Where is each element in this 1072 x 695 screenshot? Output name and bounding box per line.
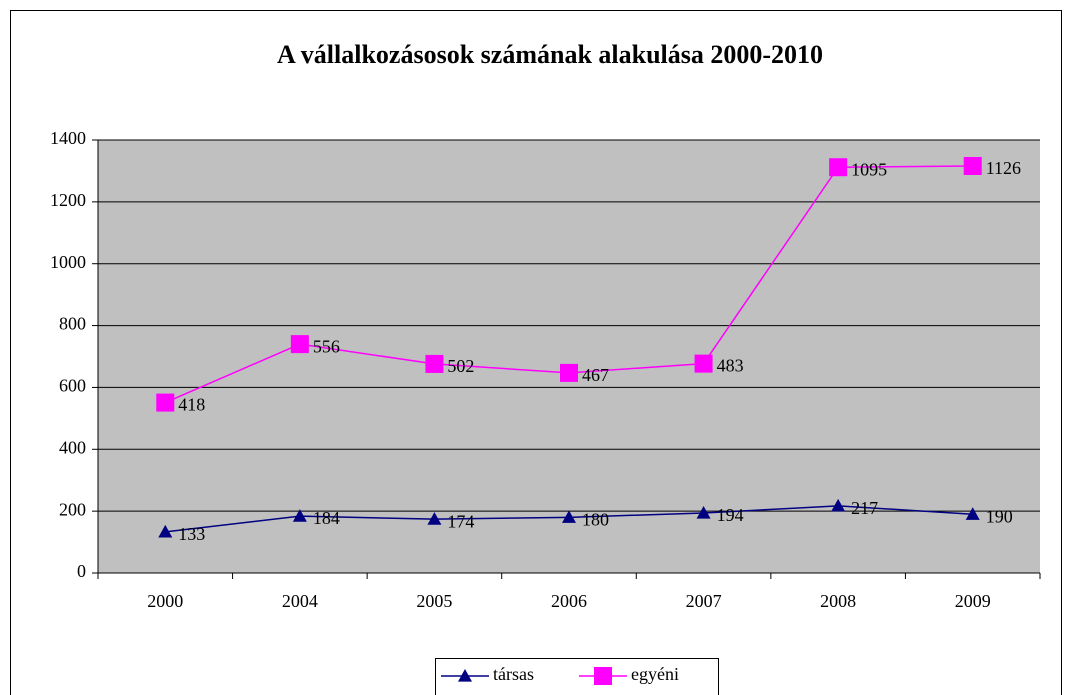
y-tick-label: 400 bbox=[59, 437, 86, 457]
x-tick-label: 2006 bbox=[551, 591, 587, 611]
chart-title: A vállalkozásosok számának alakulása 200… bbox=[277, 40, 823, 69]
marker bbox=[963, 156, 982, 175]
marker bbox=[427, 512, 442, 525]
marker bbox=[458, 669, 472, 682]
x-tick-label: 2005 bbox=[416, 591, 452, 611]
x-tick-label: 2008 bbox=[820, 591, 856, 611]
y-tick-label: 0 bbox=[77, 561, 86, 581]
x-tick-label: 2000 bbox=[147, 591, 183, 611]
data-label: 1095 bbox=[851, 159, 887, 179]
marker bbox=[425, 354, 444, 373]
y-tick-label: 800 bbox=[59, 314, 86, 334]
y-tick-label: 1200 bbox=[50, 190, 86, 210]
marker bbox=[156, 393, 175, 412]
marker bbox=[829, 158, 848, 177]
marker bbox=[831, 498, 846, 512]
data-label: 194 bbox=[717, 505, 744, 525]
y-tick-label: 1400 bbox=[50, 128, 86, 148]
data-label: 190 bbox=[986, 506, 1013, 526]
marker bbox=[158, 524, 173, 538]
marker bbox=[965, 507, 980, 520]
marker bbox=[560, 363, 578, 382]
x-tick-label: 2009 bbox=[955, 591, 991, 611]
data-label: 180 bbox=[582, 509, 609, 529]
y-tick-label: 600 bbox=[59, 376, 86, 396]
marker bbox=[696, 505, 711, 519]
data-label: 502 bbox=[447, 356, 474, 376]
data-label: 483 bbox=[717, 356, 744, 376]
legend-label: társas bbox=[493, 664, 534, 684]
data-label: 418 bbox=[178, 395, 205, 415]
marker bbox=[594, 667, 612, 685]
data-label: 556 bbox=[313, 336, 340, 356]
marker bbox=[694, 354, 713, 373]
data-label: 174 bbox=[447, 511, 474, 531]
x-tick-label: 2004 bbox=[282, 591, 318, 611]
data-label: 217 bbox=[851, 498, 878, 518]
plot-area bbox=[98, 140, 1040, 573]
marker bbox=[292, 509, 307, 522]
x-tick-label: 2007 bbox=[686, 591, 722, 611]
data-label: 184 bbox=[313, 508, 340, 528]
data-label: 133 bbox=[178, 524, 205, 544]
y-tick-label: 1000 bbox=[50, 252, 86, 272]
data-label: 1126 bbox=[986, 158, 1021, 178]
marker bbox=[562, 510, 576, 523]
marker bbox=[290, 335, 309, 354]
data-label: 467 bbox=[582, 365, 609, 385]
legend-label: egyéni bbox=[631, 664, 679, 684]
y-tick-label: 200 bbox=[59, 499, 86, 519]
